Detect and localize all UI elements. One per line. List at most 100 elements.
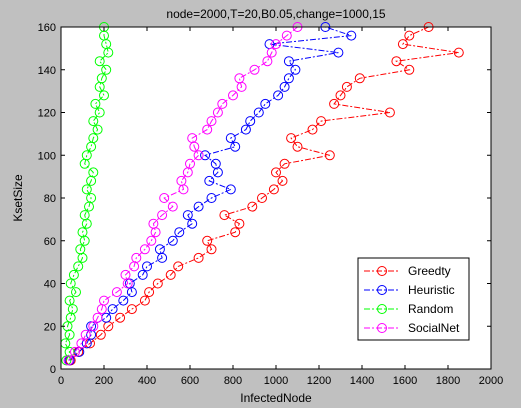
data-point-heuristic-7: [118, 295, 129, 306]
data-point-heuristic-19: [206, 193, 217, 203]
x-tick-label-1600: 1600: [393, 375, 417, 387]
data-point-heuristic-34: [290, 64, 301, 75]
data-point-socialnet-5: [92, 312, 103, 323]
data-point-greedty-21: [277, 175, 288, 186]
data-point-greedty-19: [257, 193, 267, 203]
x-tick-label-1000: 1000: [264, 375, 288, 387]
data-point-heuristic-16: [187, 218, 198, 229]
data-point-greedty-35: [391, 56, 402, 67]
data-point-socialnet-19: [159, 193, 170, 203]
legend-label-random: Random: [408, 302, 453, 316]
data-point-socialnet-16: [148, 218, 159, 229]
data-point-greedty-27: [307, 124, 318, 135]
legend-entry-random: Random: [364, 302, 453, 316]
data-point-heuristic-38: [346, 30, 357, 41]
legend-marker-random: [377, 304, 387, 314]
data-point-heuristic-28: [245, 116, 256, 127]
data-point-heuristic-24: [200, 150, 211, 161]
data-point-socialnet-13: [139, 244, 150, 255]
legend-items: Greedty Heuristic Random SocialNet: [364, 264, 460, 335]
data-point-socialnet-36: [266, 47, 277, 58]
x-tick-label-400: 400: [138, 375, 156, 387]
data-point-socialnet-33: [234, 73, 245, 84]
data-point-socialnet-1: [70, 346, 80, 357]
data-point-random-15: [77, 227, 88, 238]
x-tick-label-1400: 1400: [350, 375, 374, 387]
chart-title: node=2000,T=20,B0.05,change=1000,15: [166, 7, 386, 21]
data-point-random-29: [94, 107, 105, 118]
legend: Greedty Heuristic Random SocialNet: [357, 257, 470, 341]
data-point-heuristic-31: [273, 90, 284, 101]
data-point-socialnet-3: [80, 329, 91, 340]
x-tick-label-200: 200: [95, 375, 113, 387]
data-point-random-33: [96, 73, 107, 84]
legend-label-socialnet: SocialNet: [408, 321, 460, 335]
data-point-heuristic-29: [253, 107, 264, 118]
data-point-socialnet-31: [228, 90, 238, 101]
data-point-greedty-32: [341, 81, 352, 92]
axes-layer: 0 200 400 600 800 1000 1200 1400 1600 1800 2000 0 20…: [38, 22, 504, 387]
data-point-random-17: [79, 210, 90, 221]
series-random: [60, 22, 114, 366]
data-point-socialnet-18: [167, 201, 178, 212]
data-point-socialnet-34: [249, 64, 260, 75]
data-point-heuristic-35: [283, 56, 294, 67]
data-point-greedty-28: [316, 116, 327, 127]
data-point-random-10: [68, 269, 79, 280]
data-point-heuristic-30: [260, 98, 271, 109]
data-point-heuristic-20: [225, 184, 236, 195]
data-point-greedty-13: [206, 244, 217, 255]
data-point-socialnet-14: [146, 235, 157, 246]
data-point-heuristic-25: [230, 141, 241, 152]
data-point-random-9: [65, 278, 76, 289]
data-point-socialnet-30: [217, 98, 228, 109]
y-tick-label-160: 160: [38, 22, 56, 34]
legend-label-heuristic: Heuristic: [408, 283, 455, 297]
data-point-random-26: [88, 133, 99, 144]
y-tick-label-0: 0: [50, 364, 56, 376]
data-point-heuristic-15: [174, 227, 185, 238]
legend-box: [357, 257, 470, 341]
data-point-random-35: [94, 56, 105, 67]
data-point-socialnet-10: [120, 269, 131, 280]
data-point-greedty-24: [324, 150, 335, 161]
data-point-greedty-14: [202, 235, 213, 246]
data-point-random-7: [64, 295, 75, 306]
data-point-random-11: [73, 261, 84, 272]
legend-label-greedty: Greedty: [408, 264, 451, 278]
data-point-heuristic-26: [225, 133, 236, 144]
data-point-random-30: [90, 98, 101, 109]
data-point-heuristic-21: [204, 175, 215, 186]
data-point-random-22: [88, 167, 99, 178]
data-point-heuristic-14: [167, 235, 178, 246]
data-point-heuristic-17: [182, 210, 193, 221]
data-point-greedty-10: [165, 269, 176, 280]
series-layer: [60, 22, 464, 366]
data-point-heuristic-33: [283, 73, 294, 84]
legend-entry-greedty: Greedty: [364, 264, 451, 278]
data-point-socialnet-12: [131, 252, 142, 263]
data-point-greedty-20: [268, 184, 279, 195]
legend-marker-heuristic: [377, 285, 387, 295]
data-point-heuristic-32: [279, 81, 290, 92]
data-point-socialnet-24: [193, 150, 204, 161]
data-point-random-8: [71, 287, 81, 298]
data-point-random-20: [81, 184, 92, 195]
data-point-socialnet-37: [271, 39, 281, 50]
data-point-greedty-37: [397, 39, 408, 50]
data-point-socialnet-27: [202, 124, 213, 135]
series-heuristic: [64, 22, 357, 366]
data-point-socialnet-17: [157, 210, 168, 221]
data-point-heuristic-13: [154, 244, 165, 255]
x-tick-label-2000: 2000: [479, 375, 503, 387]
x-tick-label-1200: 1200: [307, 375, 331, 387]
data-point-greedty-25: [292, 141, 303, 152]
y-tick-label-40: 40: [44, 279, 56, 291]
data-point-socialnet-21: [176, 175, 187, 186]
data-point-heuristic-6: [107, 304, 118, 315]
data-point-heuristic-10: [137, 269, 148, 280]
data-point-socialnet-2: [76, 338, 87, 349]
legend-entry-socialnet: SocialNet: [364, 321, 460, 335]
